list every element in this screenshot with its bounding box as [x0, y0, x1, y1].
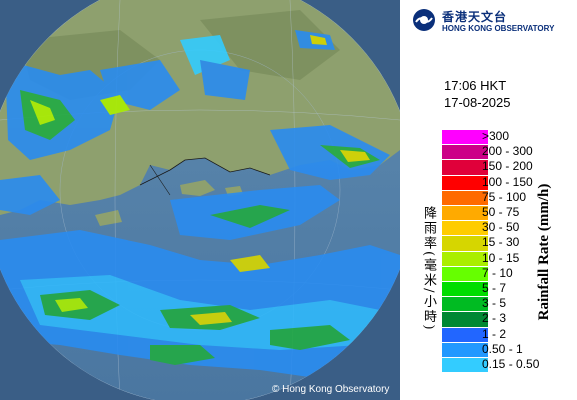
legend-swatch [442, 189, 488, 205]
legend-label: 0.50 - 1 [482, 341, 523, 356]
legend-swatch [442, 326, 488, 342]
highland-shade-2 [200, 10, 340, 80]
legend-swatch [442, 281, 488, 297]
legend-label: 100 - 150 [482, 174, 533, 189]
legend-label: 5 - 7 [482, 281, 507, 295]
legend-swatch [442, 265, 488, 281]
legend-panel: 香港天文台 HONG KONG OBSERVATORY 17:06 HKT 17… [400, 0, 577, 400]
legend-label: 30 - 50 [482, 220, 520, 235]
legend-label: 1 - 2 [482, 326, 507, 341]
observatory-name-zh: 香港天文台 [442, 10, 508, 24]
legend-swatch [442, 296, 488, 312]
legend-label: 15 - 30 [482, 235, 520, 250]
legend-label: 0.15 - 0.50 [482, 357, 540, 371]
legend-swatch [442, 250, 488, 266]
copyright-notice: © Hong Kong Observatory [272, 384, 390, 395]
legend-swatch [442, 174, 488, 190]
rain-echoes [0, 30, 400, 380]
legend-label: >300 [482, 129, 510, 143]
legend-label: 50 - 75 [482, 205, 520, 219]
legend-label: 2 - 3 [482, 311, 507, 326]
legend-label: 150 - 200 [482, 159, 533, 174]
legend-title-zh: 降雨率(毫米/小時) [421, 206, 436, 332]
legend-swatch [442, 341, 488, 357]
legend-swatch [442, 205, 488, 221]
island-lantau [180, 180, 215, 196]
legend-label: 7 - 10 [482, 265, 513, 280]
legend-label: 10 - 15 [482, 250, 520, 265]
legend-swatch [442, 159, 488, 175]
legend-swatch [442, 235, 488, 251]
legend-title-en: Rainfall Rate (mm/h) [536, 183, 552, 321]
legend-swatch [442, 357, 488, 373]
legend-swatch [442, 220, 488, 236]
timestamp-time: 17:06 HKT [444, 78, 507, 93]
legend-label: 200 - 300 [482, 144, 533, 159]
legend-swatch [442, 311, 488, 327]
observatory-name-en: HONG KONG OBSERVATORY [442, 24, 555, 33]
observatory-logo-icon [413, 9, 435, 31]
legend-swatch [442, 129, 488, 145]
timestamp-date: 17-08-2025 [444, 95, 511, 110]
legend-label: 3 - 5 [482, 296, 507, 311]
legend-swatch [442, 144, 488, 160]
radar-map [0, 0, 400, 400]
legend-label: 75 - 100 [482, 189, 527, 204]
